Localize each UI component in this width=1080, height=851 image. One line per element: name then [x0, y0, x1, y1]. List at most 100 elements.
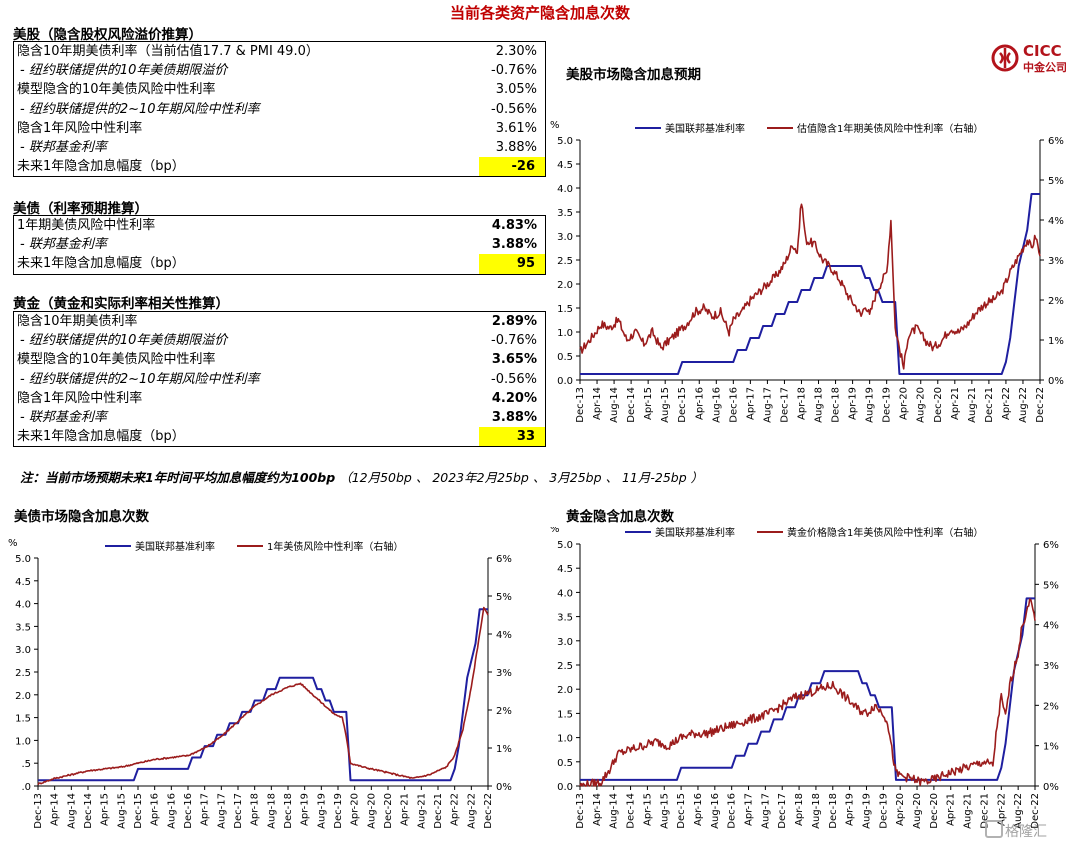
y-tick-label: 2.5 [557, 256, 573, 267]
x-tick-label: Apr-18 [250, 793, 261, 826]
x-tick-label: Apr-21 [400, 793, 411, 826]
y-tick-label: 2.0 [557, 280, 573, 291]
legend-label: 1年美债风险中性利率（右轴） [267, 540, 403, 553]
row-value: 2.30% [495, 44, 537, 59]
table-row: - 联邦基金利率 3.88% [14, 235, 545, 254]
x-tick-label: Aug-20 [916, 387, 927, 423]
y-tick-label: 3.5 [557, 208, 573, 219]
y-right-tick-label: 5% [496, 592, 512, 603]
table-row: 1年期美债风险中性利率 4.83% [14, 216, 545, 235]
x-tick-label: Dec-17 [779, 387, 790, 423]
x-tick-label: Aug-15 [659, 793, 670, 829]
table-box: 隐含10年期美债利率（当前估值17.7 & PMI 49.0） 2.30% - 纽约… [13, 41, 546, 178]
row-label: - 联邦基金利率 [20, 237, 107, 253]
x-tick-label: Apr-18 [794, 793, 805, 826]
y-tick-label: 4.0 [15, 600, 31, 611]
x-tick-label: Dec-16 [728, 387, 739, 423]
row-label: - 纽约联储提供的2~10年期风险中性利率 [20, 101, 260, 117]
row-value: 3.88% [495, 139, 537, 155]
x-tick-label: Dec-15 [676, 793, 687, 829]
watermark-text: 格隆汇 [1005, 824, 1047, 840]
chart-gold: % 0.0 0.5 1.0 1.5 2.0 2.5 3.0 3.5 4.0 4.5 5.0 0% 1% 2%… [550, 527, 1059, 829]
y-right-tick-label: 0% [1043, 782, 1059, 793]
x-tick-label: Aug-17 [762, 387, 773, 423]
x-tick-label: Aug-15 [660, 387, 671, 423]
y-tick-label: 5.0 [557, 136, 573, 147]
y-tick-label: 1.5 [557, 709, 573, 720]
series-line-1 [579, 203, 1041, 370]
row-value: -0.76% [491, 333, 537, 349]
table-box: 1年期美债风险中性利率 4.83% - 联邦基金利率 3.88% 未来1年隐含加息幅度（… [13, 215, 546, 275]
row-value: -0.76% [491, 63, 537, 79]
row-value: 3.05% [495, 82, 537, 98]
x-tick-label: Dec-13 [33, 793, 44, 829]
table-box: 隐含10年期美债利率 2.89% - 纽约联储提供的10年美债期限溢价 -0.76% 模… [13, 311, 546, 448]
x-tick-label: Dec-15 [677, 387, 688, 423]
watermark-icon [985, 820, 1003, 838]
x-tick-label: Apr-20 [350, 793, 361, 826]
x-tick-label: Apr-14 [592, 793, 603, 826]
x-tick-label: Dec-13 [575, 793, 586, 829]
y-tick-label: 2.5 [557, 661, 573, 672]
x-tick-label: Apr-16 [694, 387, 705, 420]
x-tick-label: Apr-21 [946, 793, 957, 826]
x-tick-label: Dec-15 [133, 793, 144, 829]
x-tick-label: Apr-19 [848, 387, 859, 420]
row-value: 3.88% [491, 237, 537, 253]
series-line-1 [37, 606, 489, 786]
x-tick-label: Aug-18 [266, 793, 277, 829]
watermark: 格隆汇 [985, 820, 1047, 841]
y-right-tick-label: 2% [1048, 296, 1064, 307]
y-tick-label: 1.0 [557, 734, 573, 745]
row-label: - 纽约联储提供的10年美债期限溢价 [20, 63, 228, 79]
axis-unit-label: % [550, 120, 560, 131]
x-tick-label: Aug-17 [216, 793, 227, 829]
table-row: 未来1年隐含加息幅度（bp） -26 [14, 157, 545, 177]
y-tick-label: .5 [21, 759, 31, 770]
x-tick-label: Apr-14 [50, 793, 61, 826]
y-right-tick-label: 6% [1043, 540, 1059, 551]
y-right-tick-label: 5% [1043, 580, 1059, 591]
logo-subname: 中金公司 [1023, 61, 1067, 74]
chart-title-equity: 美股市场隐含加息预期 [566, 67, 701, 83]
row-value: 2.89% [491, 314, 537, 329]
x-tick-label: Apr-20 [895, 793, 906, 826]
row-value: 4.20% [491, 390, 537, 406]
row-label: 1年期美债风险中性利率 [17, 218, 156, 233]
y-tick-label: 3.5 [15, 622, 31, 633]
row-label: 模型隐含的10年美债风险中性利率 [17, 352, 216, 368]
x-tick-label: Apr-17 [744, 793, 755, 826]
series-line-0 [38, 608, 488, 782]
x-tick-label: Apr-15 [100, 793, 111, 826]
y-tick-label: 2.5 [15, 668, 31, 679]
y-right-tick-label: 3% [496, 668, 512, 679]
legend-label: 估值隐含1年期美债风险中性利率（右轴） [797, 122, 983, 135]
x-tick-label: Aug-18 [811, 793, 822, 829]
y-right-tick-label: 2% [1043, 701, 1059, 712]
x-tick-label: Dec-14 [83, 793, 94, 829]
note: 注：当前市场预期未来1年时间平均加息幅度约为100bp （12月50bp 、 2… [20, 467, 703, 486]
x-tick-label: Aug-14 [609, 387, 620, 423]
x-tick-label: Dec-22 [483, 793, 494, 829]
row-label: 模型隐含的10年美债风险中性利率 [17, 82, 216, 98]
row-value: -0.56% [491, 101, 537, 117]
row-value: 33 [479, 427, 545, 447]
y-tick-label: 3.0 [15, 645, 31, 656]
y-right-tick-label: 6% [496, 554, 512, 565]
legend-label: 黄金价格隐含1年美债风险中性利率（右轴） [787, 527, 983, 539]
row-value: 3.88% [491, 409, 537, 425]
row-label: 未来1年隐含加息幅度（bp） [17, 256, 185, 272]
legend-label: 美国联邦基准利率 [655, 527, 735, 539]
y-tick-label: 0.5 [557, 758, 573, 769]
x-tick-label: Aug-14 [609, 793, 620, 829]
note-prefix: 注： [20, 470, 46, 485]
x-tick-label: Dec-20 [929, 793, 940, 829]
y-tick-label: 0.0 [557, 782, 573, 793]
y-tick-label: 1.0 [557, 328, 573, 339]
x-tick-label: Aug-20 [366, 793, 377, 829]
x-tick-label: Dec-18 [283, 793, 294, 829]
table-row: - 纽约联储提供的2~10年期风险中性利率 -0.56% [14, 100, 545, 119]
x-tick-label: Dec-18 [828, 793, 839, 829]
x-tick-label: Apr-22 [1001, 387, 1012, 420]
row-value: 95 [479, 254, 545, 274]
